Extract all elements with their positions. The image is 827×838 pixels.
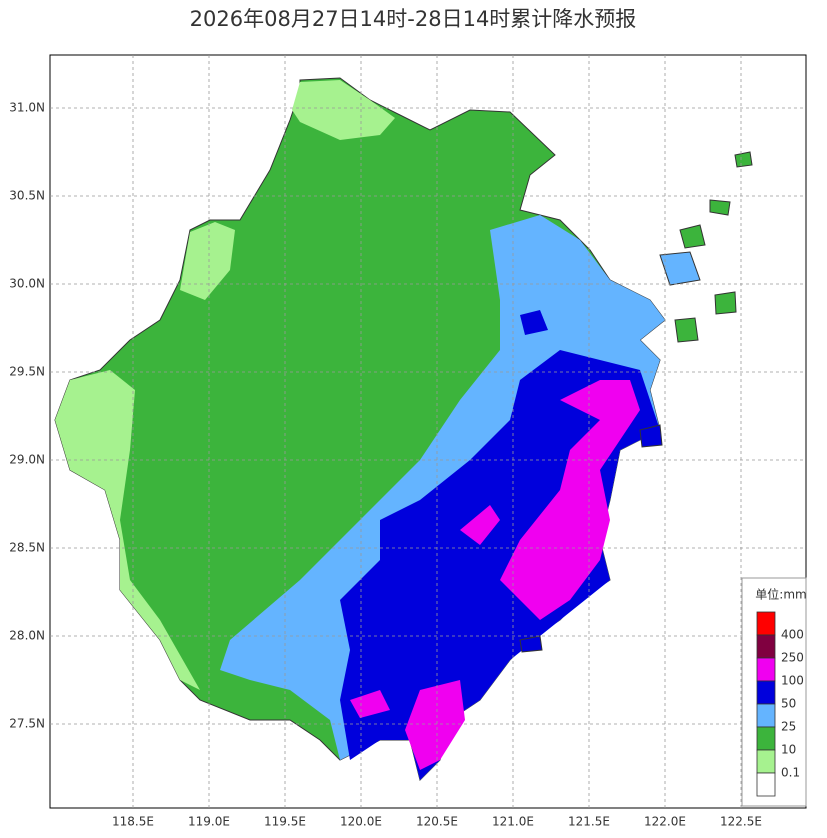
- y-tick-label: 28.0N: [9, 629, 45, 643]
- y-tick-label: 31.0N: [9, 101, 45, 115]
- legend-label: 100: [781, 674, 804, 688]
- x-tick-label: 118.5E: [112, 815, 154, 829]
- rainfall-areas: [54, 77, 753, 781]
- x-tick-label: 120.5E: [416, 815, 458, 829]
- light-rain-nw: [180, 222, 235, 300]
- legend-label: 10: [781, 743, 796, 757]
- legend-swatch: [756, 657, 776, 682]
- island: [639, 424, 663, 448]
- x-tick-label: 121.5E: [568, 815, 610, 829]
- x-tick-label: 119.5E: [264, 815, 306, 829]
- island: [709, 199, 731, 216]
- x-tick-label: 122.0E: [644, 815, 686, 829]
- island: [659, 251, 701, 286]
- island: [679, 224, 706, 249]
- y-tick-label: 30.5N: [9, 189, 45, 203]
- map-title: 2026年08月27日14时-28日14时累计降水预报: [190, 7, 637, 31]
- legend-swatch: [756, 726, 776, 751]
- island: [734, 151, 753, 168]
- legend-label: 50: [781, 697, 796, 711]
- x-tick-label: 122.5E: [720, 815, 762, 829]
- legend-swatch: [756, 680, 776, 705]
- heavy-spot: [520, 310, 548, 335]
- y-tick-label: 29.0N: [9, 453, 45, 467]
- legend-swatch: [756, 749, 776, 774]
- light-rain-north: [292, 80, 395, 140]
- grid: [50, 55, 806, 808]
- y-tick-label: 28.5N: [9, 541, 45, 555]
- y-tick-label: 27.5N: [9, 717, 45, 731]
- storm-area-1: [500, 380, 640, 620]
- legend-swatch: [756, 611, 776, 636]
- x-tick-label: 121.0E: [492, 815, 534, 829]
- storm-area-2: [405, 680, 465, 770]
- legend-label: 25: [781, 720, 796, 734]
- legend-label: 400: [781, 628, 804, 642]
- island: [714, 291, 737, 315]
- island: [519, 635, 543, 653]
- legend-title: 单位:mm: [755, 587, 806, 602]
- x-tick-label: 120.0E: [340, 815, 382, 829]
- legend-swatch: [756, 772, 776, 797]
- storm-area-3: [350, 690, 390, 718]
- legend-swatch: [756, 634, 776, 659]
- legend-label: 0.1: [781, 766, 800, 780]
- islands: [519, 151, 753, 653]
- y-tick-label: 29.5N: [9, 365, 45, 379]
- island: [674, 317, 699, 343]
- storm-area-4: [460, 505, 500, 545]
- y-tick-label: 30.0N: [9, 277, 45, 291]
- x-tick-label: 119.0E: [188, 815, 230, 829]
- legend-label: 250: [781, 651, 804, 665]
- legend: 单位:mm 400 250 100 50 25 10 0.1: [741, 577, 807, 807]
- legend-swatch: [756, 703, 776, 728]
- light-rain-west: [55, 370, 200, 690]
